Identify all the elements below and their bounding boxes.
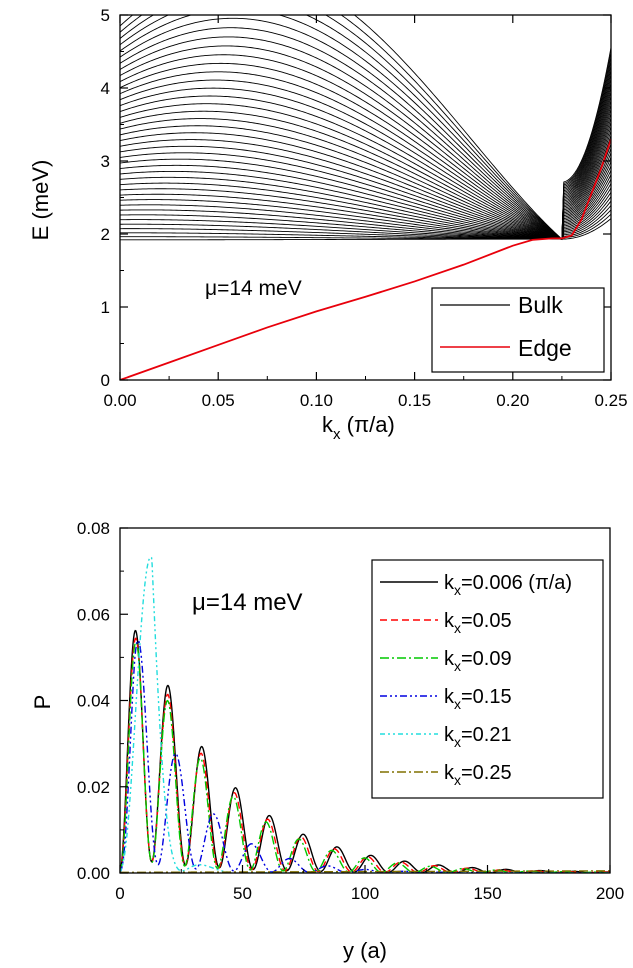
bulk-band-line (120, 15, 611, 241)
bulk-band-line (120, 15, 611, 241)
top-ylabel: E (meV) (28, 160, 53, 241)
bulk-band-line (120, 15, 611, 240)
bottom-ytick-label: 0.08 (77, 519, 110, 538)
bulk-band-line (120, 139, 611, 240)
prob-series-line (120, 640, 610, 873)
bulk-band-line (120, 157, 611, 240)
bulk-band-line (120, 15, 611, 241)
legend-bulk-label: Bulk (518, 292, 563, 318)
bottom-legend-label: kx=0.006 (π/a) (444, 572, 572, 598)
bulk-band-line (120, 130, 611, 240)
bulk-band-line (120, 103, 611, 240)
bottom-panel: 0 50 100 150 200 0.00 0.02 0.04 0.06 0.08 μ=14 me… (30, 519, 624, 963)
bottom-ytick-label: 0.06 (77, 605, 110, 624)
bottom-xtick-label: 100 (351, 884, 379, 903)
top-ytick-label: 4 (101, 79, 110, 98)
bulk-band-line (120, 36, 611, 240)
edge-state-line (120, 138, 611, 380)
bulk-band-line (120, 62, 611, 240)
top-xtick-label: 0.00 (103, 391, 136, 410)
bulk-band-line (120, 165, 611, 240)
bottom-legend: kx=0.006 (π/a) kx=0.05 kx=0.09 kx=0.15 kx=0.… (371, 559, 604, 799)
top-axis-ticks: 0.00 0.05 0.10 0.15 0.20 0.25 0 1 2 3 4 5 (101, 6, 628, 410)
bottom-ytick-label: 0.04 (77, 692, 110, 711)
bottom-legend-label: kx=0.15 (444, 686, 512, 712)
bulk-band-line (120, 15, 611, 241)
top-ytick-label: 0 (101, 371, 110, 390)
top-ytick-label: 2 (101, 225, 110, 244)
top-ytick-label: 3 (101, 152, 110, 171)
top-ytick-label: 5 (101, 6, 110, 25)
bulk-band-line (120, 17, 611, 240)
bottom-annotation: μ=14 meV (192, 589, 303, 616)
bulk-band-line (120, 45, 611, 240)
bottom-legend-box (371, 559, 604, 799)
bottom-axis-ticks: 0 50 100 150 200 0.00 0.02 0.04 0.06 0.08 (77, 519, 624, 903)
top-xlabel: kx (π/a) (322, 412, 395, 443)
bottom-ytick-label: 0.02 (77, 778, 110, 797)
legend-edge-label: Edge (518, 335, 572, 361)
bulk-band-line (120, 125, 611, 240)
bottom-xtick-label: 150 (473, 884, 501, 903)
bulk-band-line (120, 170, 611, 240)
bulk-band-line (120, 152, 611, 240)
bulk-band-line (120, 79, 611, 240)
top-xtick-label: 0.10 (300, 391, 333, 410)
bulk-band-line (120, 135, 611, 240)
top-xtick-label: 0.15 (398, 391, 431, 410)
top-xlabel-k: k (322, 412, 334, 437)
bulk-band-line (120, 161, 611, 240)
top-ytick-label: 1 (101, 298, 110, 317)
top-xlabel-sub: x (333, 426, 341, 443)
bottom-xtick-label: 50 (233, 884, 252, 903)
top-xlabel-unit: (π/a) (341, 412, 395, 437)
top-plot-area (120, 15, 611, 380)
bottom-xtick-label: 200 (596, 884, 624, 903)
bottom-legend-label: kx=0.05 (444, 610, 512, 636)
bulk-band-line (120, 110, 611, 240)
bulk-band-line (120, 148, 611, 240)
bottom-xlabel: y (a) (343, 938, 387, 963)
top-annotation: μ=14 meV (205, 277, 302, 300)
top-xtick-label: 0.05 (202, 391, 235, 410)
bulk-band-line (120, 54, 611, 240)
bottom-ytick-label: 0.00 (77, 864, 110, 883)
bulk-band-line (120, 87, 611, 240)
bottom-xtick-label: 0 (115, 884, 124, 903)
bulk-band-line (120, 143, 611, 240)
bottom-legend-label: kx=0.09 (444, 648, 512, 674)
bulk-band-line (120, 118, 611, 240)
top-xtick-label: 0.25 (594, 391, 627, 410)
bulk-band-line (120, 95, 611, 240)
bottom-legend-label: kx=0.25 (444, 762, 512, 788)
bulk-band-line (120, 27, 611, 240)
top-legend-box (431, 287, 605, 373)
bulk-band-line (120, 71, 611, 240)
bottom-legend-label: kx=0.21 (444, 724, 512, 750)
bottom-ylabel: P (30, 695, 55, 710)
top-xtick-label: 0.20 (496, 391, 529, 410)
top-legend: Bulk Edge (431, 287, 605, 373)
